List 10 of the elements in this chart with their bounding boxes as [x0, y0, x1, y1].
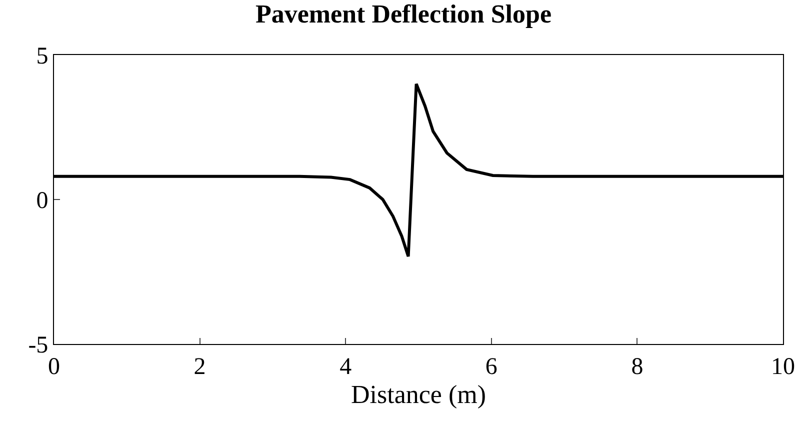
x-axis-title: Distance (m)	[350, 380, 486, 409]
x-tick-label: 4	[340, 354, 352, 380]
x-tick-label: 2	[194, 354, 206, 380]
x-tick-label: 8	[631, 354, 644, 380]
y-tick-label: -5	[28, 332, 48, 358]
x-tick-label: 10	[771, 354, 795, 380]
chart-title: Pavement Deflection Slope	[255, 0, 552, 29]
y-tick-label: 5	[36, 43, 48, 70]
y-tick-label: 0	[36, 188, 48, 214]
x-tick-label: 6	[485, 354, 498, 380]
